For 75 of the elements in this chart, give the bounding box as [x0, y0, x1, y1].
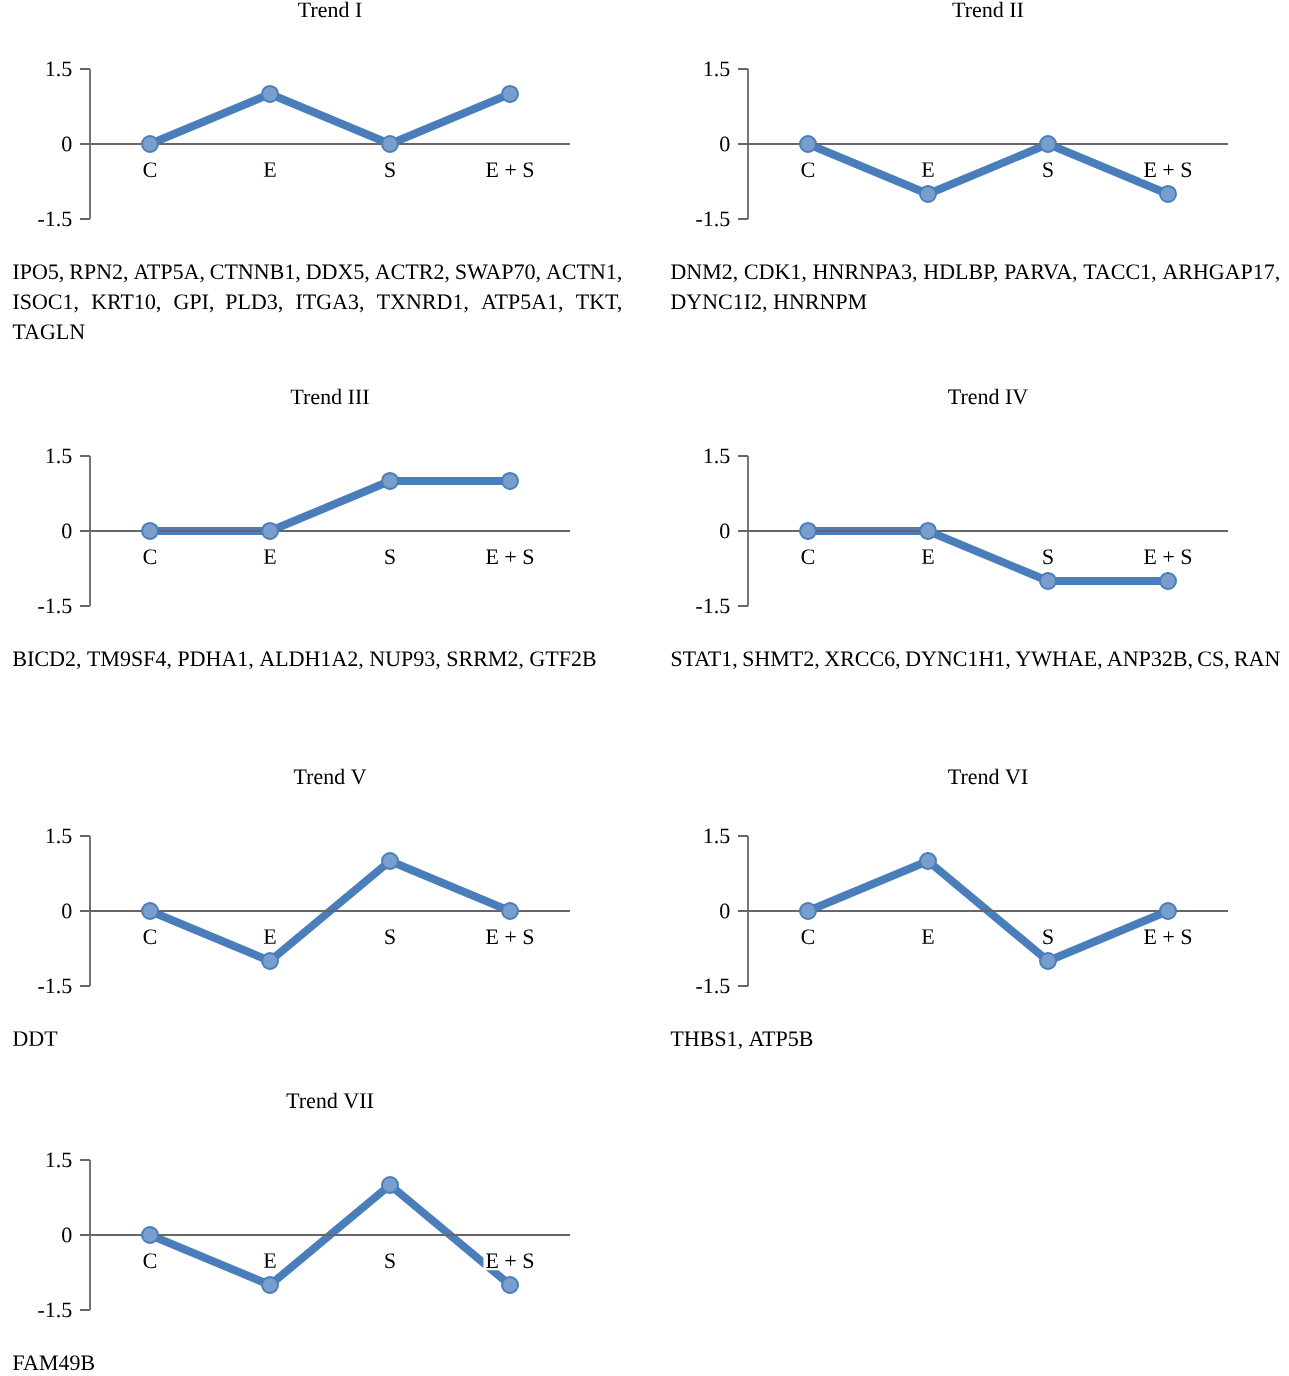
x-tick-label: C	[143, 549, 157, 565]
x-tick-label: E	[263, 162, 276, 177]
x-tick-label: C	[801, 162, 815, 178]
chart-title: Trend I	[298, 1, 362, 18]
y-tick-label: 0	[62, 1227, 72, 1243]
y-tick-label: 1.5	[46, 61, 72, 77]
y-tick-label: -1.5	[38, 211, 72, 227]
x-tick-label: C	[143, 929, 157, 945]
point	[261, 952, 279, 970]
y-tick-label: 1.5	[46, 828, 72, 844]
text: THBS1, ATP5B	[670, 1031, 813, 1050]
point	[799, 901, 817, 920]
y-tick-label: 0	[720, 136, 730, 152]
y-tick-label: 1.5	[46, 1152, 72, 1168]
x-tick-label: S	[1043, 929, 1053, 945]
x-tick-label: E	[263, 1253, 276, 1268]
point	[1039, 952, 1057, 970]
y-tick-label: 1.5	[704, 448, 730, 464]
x-tick-label: C	[143, 162, 157, 178]
chart-title: Trend II	[952, 1, 1024, 18]
y-tick-label: 0	[62, 136, 72, 152]
point	[919, 851, 937, 870]
x-tick-label: E + S	[1144, 929, 1192, 945]
x-tick-label: S	[385, 1253, 395, 1269]
chart-title: Trend III	[290, 388, 369, 405]
x-tick-label: E + S	[486, 549, 534, 565]
text: BICD2, TM9SF4, PDHA1, ALDH1A2, NUP93, SRRM2, GTF2B	[13, 651, 596, 670]
y-tick-label: -1.5	[38, 978, 72, 994]
y-tick-label: 1.5	[704, 61, 730, 77]
text: DDT	[13, 1031, 58, 1046]
y-tick-label: 0	[62, 903, 72, 919]
x-tick-label: C	[801, 549, 815, 565]
x-tick-label: S	[1043, 549, 1053, 565]
y-tick-label: -1.5	[38, 1302, 72, 1318]
chart-title: Trend V	[293, 768, 367, 785]
point	[501, 901, 519, 920]
point	[380, 1175, 399, 1194]
point	[261, 1275, 279, 1294]
chart-title: Trend IV	[948, 388, 1028, 405]
x-tick-label: E	[263, 929, 276, 944]
x-tick-label: E + S	[486, 929, 534, 945]
x-tick-label: S	[385, 929, 395, 945]
y-tick-label: 1.5	[704, 828, 730, 844]
chart-title: Trend VI	[948, 768, 1028, 785]
x-tick-label: C	[801, 929, 815, 945]
x-tick-label: E + S	[1144, 162, 1192, 178]
point	[141, 1225, 159, 1244]
y-tick-label: 0	[62, 523, 72, 539]
chart-title: Trend VII	[286, 1092, 374, 1109]
x-tick-label: S	[1043, 162, 1053, 178]
x-tick-label: E	[263, 549, 276, 564]
x-tick-label: E + S	[1144, 549, 1192, 565]
text: IPO5, RPN2, ATP5A, CTNNB1, DDX5, ACTR2, SWAP70, ACTN1, ISOC1, KRT10, GPI, PLD3, ITGA3, TXNRD1, ATP5A1, TKT, TAGLN	[12, 264, 621, 340]
x-tick-label: E + S	[486, 162, 534, 178]
x-tick-label: E	[921, 549, 934, 564]
x-tick-label: S	[385, 549, 395, 565]
text: FAM49B	[13, 1355, 95, 1371]
point	[141, 901, 159, 920]
y-tick-label: -1.5	[696, 978, 730, 994]
x-tick-label: C	[143, 1253, 157, 1269]
y-tick-label: -1.5	[696, 211, 730, 227]
y-tick-label: -1.5	[38, 598, 72, 614]
x-tick-label: E	[921, 162, 934, 177]
y-tick-label: 0	[720, 903, 730, 919]
x-tick-label: E + S	[486, 1253, 534, 1269]
x-tick-label: S	[385, 162, 395, 178]
point	[501, 1275, 519, 1294]
point	[1159, 901, 1177, 920]
text: DNM2, CDK1, HNRNPA3, HDLBP, PARVA, TACC1, ARHGAP17, DYNC1I2, HNRNPM	[671, 264, 1279, 313]
y-tick-label: -1.5	[696, 598, 730, 614]
point	[380, 851, 399, 870]
y-tick-label: 0	[720, 523, 730, 539]
x-tick-label: E	[921, 929, 934, 944]
text: STAT1, SHMT2, XRCC6, DYNC1H1, YWHAE, ANP32B, CS, RAN	[671, 651, 1280, 670]
y-tick-label: 1.5	[46, 448, 72, 464]
